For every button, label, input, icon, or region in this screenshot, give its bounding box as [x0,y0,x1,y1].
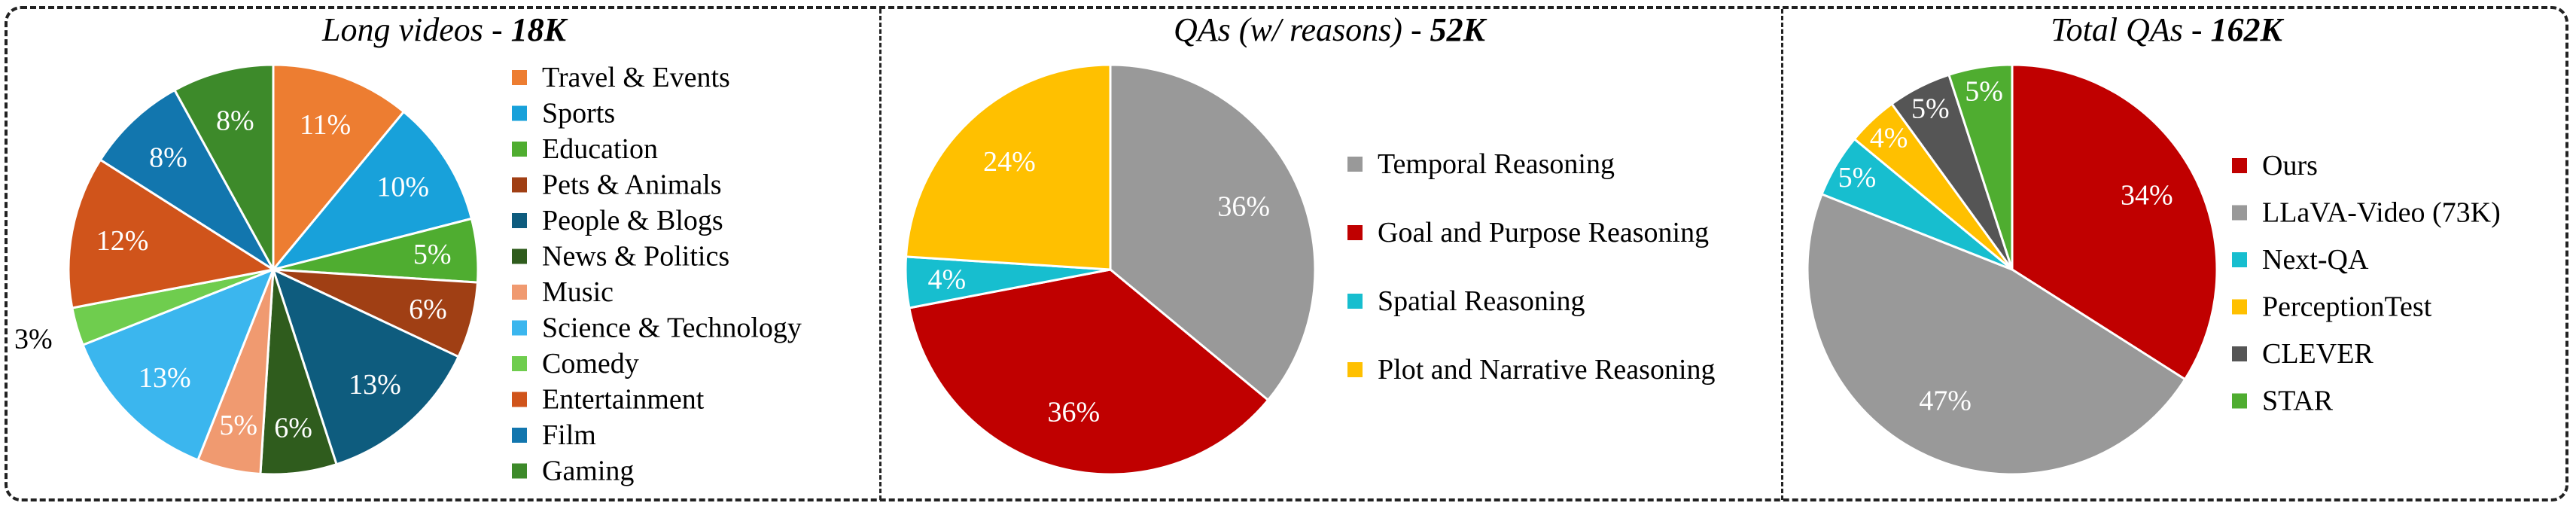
legend-swatch-plot-and-narrative-reasoning [1347,362,1363,377]
slice-value-label: 8% [149,142,187,173]
panel-divider-2 [1781,9,1783,500]
legend-label-goal-and-purpose-reasoning: Goal and Purpose Reasoning [1378,217,1709,248]
pie-slice-gaming [173,63,275,271]
slice-value-label: 5% [1965,76,2003,108]
legend-label-entertainment: Entertainment [542,384,705,416]
panel-title-text: QAs (w/ reasons) [1174,11,1402,48]
pie-slice-science-technology [81,268,275,462]
panel-title-total-qas: Total QAs - 162K [2051,11,2282,48]
legend-swatch-clever [2232,346,2247,361]
panel-title-qas-reasons: QAs (w/ reasons) - 52K [1174,11,1485,48]
legend-swatch-gaming [512,463,527,479]
pie-slice-star [1947,63,2014,271]
legend-label-spatial-reasoning: Spatial Reasoning [1378,285,1585,317]
pie-slice-film [99,89,275,271]
pie-slice-plot-and-narrative-reasoning [905,63,1112,271]
panel-title-text: Long videos [322,11,483,48]
legend-label-gaming: Gaming [542,456,634,487]
legend-swatch-travel-events [512,70,527,85]
pie-slice-sports [272,110,473,271]
legend-label-comedy: Comedy [542,348,639,379]
legend-label-next-qa: Next-QA [2262,244,2369,276]
legend-label-pets-animals: Pets & Animals [542,169,722,201]
slice-value-label: 6% [409,294,447,325]
legend-label-news-politics: News & Politics [542,241,729,273]
slice-value-label: 11% [300,109,351,141]
panel-title-text: Total QAs [2051,11,2183,48]
legend-swatch-goal-and-purpose-reasoning [1347,225,1363,240]
pie-slice-travel-events [272,63,405,271]
panel-title-count: 18K [510,11,566,48]
legend-swatch-entertainment [512,392,527,407]
slice-value-label: 8% [216,105,254,136]
legend-label-education: Education [542,133,658,165]
slice-value-label: 36% [1217,191,1270,223]
legend-swatch-comedy [512,356,527,371]
slice-value-label: 5% [1838,162,1877,194]
legend-swatch-people-blogs [512,213,527,228]
legend-swatch-pets-animals [512,177,527,193]
pie-slice-entertainment [67,158,275,309]
legend-swatch-spatial-reasoning [1347,294,1363,309]
slice-value-label: 5% [413,239,452,270]
slice-value-label: 13% [139,362,191,394]
slice-value-label: 5% [1911,93,1950,125]
pie-slice-ours [2011,63,2218,381]
legend-swatch-science-technology [512,320,527,336]
panel-title-count: 52K [1430,11,1485,48]
pie-slice-people-blogs [272,268,460,466]
legend-swatch-education [512,142,527,157]
legend-label-star: STAR [2262,386,2334,417]
pie-slice-goal-and-purpose-reasoning [908,268,1270,476]
figure-frame [5,6,2568,501]
legend-label-temporal-reasoning: Temporal Reasoning [1378,148,1615,180]
panel-title-long-videos: Long videos - 18K [322,11,566,48]
slice-value-label: 5% [219,410,257,441]
legend-label-ours: Ours [2262,150,2318,181]
legend-swatch-temporal-reasoning [1347,157,1363,172]
legend-label-film: Film [542,419,596,451]
slice-value-label: 47% [1919,386,1972,417]
legend-swatch-film [512,428,527,443]
slice-value-label: 3% [14,324,53,355]
legend-swatch-perceptiontest [2232,299,2247,315]
slice-value-label: 4% [1870,123,1908,154]
legend-label-perceptiontest: PerceptionTest [2262,291,2432,323]
slice-value-label: 24% [983,146,1036,178]
legend-swatch-next-qa [2232,252,2247,267]
legend-swatch-music [512,285,527,300]
legend-label-llava-video-73k: LLaVA-Video (73K) [2262,197,2501,229]
pie-slice-temporal-reasoning [1109,63,1317,401]
legend-label-sports: Sports [542,98,615,130]
slice-value-label: 10% [376,172,429,203]
legend-swatch-llava-video-73k [2232,205,2247,221]
slice-value-label: 36% [1047,397,1100,428]
legend-swatch-sports [512,105,527,121]
legend-label-travel-events: Travel & Events [542,62,730,93]
slice-value-label: 13% [349,369,401,401]
legend-label-science-technology: Science & Technology [542,312,802,344]
legend-label-music: Music [542,276,614,308]
slice-value-label: 6% [274,413,312,444]
legend-label-plot-and-narrative-reasoning: Plot and Narrative Reasoning [1378,354,1716,386]
panel-divider-1 [879,9,882,500]
pie-slice-llava-video-73k [1806,193,2187,476]
legend-label-people-blogs: People & Blogs [542,205,723,236]
panel-title-count: 162K [2210,11,2282,48]
slice-value-label: 4% [927,264,966,296]
slice-value-label: 34% [2121,180,2173,212]
legend-label-clever: CLEVER [2262,338,2374,370]
slice-value-label: 12% [96,225,149,257]
legend-swatch-ours [2232,158,2247,173]
legend-swatch-news-politics [512,248,527,264]
legend-swatch-star [2232,393,2247,409]
